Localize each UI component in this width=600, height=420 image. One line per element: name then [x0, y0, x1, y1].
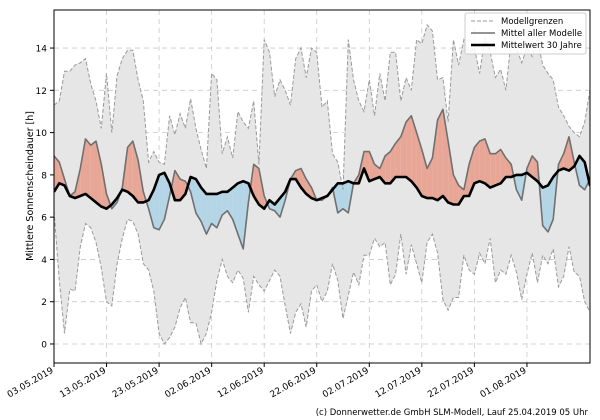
above-normal-fill: [526, 155, 533, 177]
x-tick-label: 13.05.2019: [58, 366, 108, 401]
x-tick-label: 02.06.2019: [164, 366, 214, 401]
above-normal-fill: [369, 151, 375, 182]
above-normal-fill: [474, 141, 480, 184]
x-tick-label: 22.06.2019: [269, 366, 319, 401]
above-normal-fill: [432, 119, 438, 201]
above-normal-fill: [421, 149, 428, 199]
y-tick-label: 6: [41, 214, 47, 224]
y-tick-label: 2: [41, 298, 47, 308]
above-normal-fill: [127, 141, 133, 196]
above-normal-fill: [395, 136, 401, 177]
below-normal-fill: [164, 172, 170, 220]
below-normal-fill: [159, 172, 165, 230]
below-normal-fill: [227, 187, 233, 220]
y-axis-label: Mittlere Sonnenscheindauer [h]: [25, 111, 36, 261]
plot-frame: [53, 9, 591, 364]
y-axis: 0 2 4 6 8 10 12 14: [36, 45, 54, 350]
model-mean-line: [54, 108, 590, 250]
legend-label-climate-mean: Mittelwert 30 Jahre: [501, 41, 582, 51]
x-tick-label: 12.06.2019: [216, 366, 266, 401]
above-normal-fill: [479, 138, 485, 184]
below-normal-fill: [548, 177, 554, 232]
y-tick-label: 10: [36, 129, 48, 139]
above-normal-fill: [96, 141, 102, 207]
below-normal-fill: [216, 191, 223, 228]
below-normal-fill: [516, 174, 522, 201]
x-axis: 03.05.2019 13.05.2019 23.05.2019 02.06.2019…: [6, 363, 529, 400]
y-tick-label: 14: [36, 45, 48, 55]
below-normal-fill: [542, 185, 548, 232]
above-normal-fill: [448, 141, 454, 205]
above-normal-fill: [437, 109, 443, 201]
x-tick-label: 12.07.2019: [374, 366, 424, 401]
x-tick-label: 02.07.2019: [321, 366, 371, 401]
above-normal-fill: [495, 149, 501, 186]
above-normal-fill: [442, 109, 449, 203]
legend: Modellgrenzen Mittel aller Modelle Mitte…: [464, 12, 587, 55]
above-normal-fill: [416, 132, 422, 196]
model-bounds-band: [54, 24, 590, 345]
below-normal-fill: [579, 155, 585, 190]
x-tick-label: 22.07.2019: [426, 366, 476, 401]
above-normal-fill: [364, 151, 370, 182]
below-normal-fill: [190, 177, 196, 213]
y-tick-label: 0: [41, 340, 47, 350]
above-normal-fill: [411, 115, 417, 188]
above-normal-fill: [500, 149, 506, 184]
above-normal-fill: [85, 138, 91, 199]
series-lines: [54, 23, 590, 346]
legend-box: [464, 12, 587, 55]
legend-label-model-bounds: Modellgrenzen: [501, 17, 563, 27]
above-normal-fill: [453, 174, 459, 205]
below-normal-fill: [206, 193, 212, 235]
below-normal-fill: [201, 187, 207, 235]
above-normal-fill: [253, 164, 259, 205]
above-normal-fill: [406, 115, 412, 182]
above-normal-fill: [379, 155, 386, 184]
climate-mean-line: [54, 154, 590, 210]
below-normal-fill: [343, 181, 349, 213]
x-tick-label: 01.08.2019: [479, 366, 529, 401]
legend-label-model-mean: Mittel aller Modelle: [501, 29, 582, 39]
above-normal-fill: [458, 185, 464, 205]
model-bounds-max-line: [54, 23, 590, 190]
above-normal-fill: [390, 143, 396, 184]
above-normal-fill: [295, 168, 301, 188]
below-normal-fill: [211, 193, 217, 228]
below-normal-fill: [337, 183, 343, 213]
above-normal-fill: [490, 153, 496, 188]
x-tick-label: 23.05.2019: [111, 366, 161, 401]
y-tick-label: 8: [41, 171, 47, 181]
y-tick-label: 4: [41, 256, 47, 266]
y-tick-label: 12: [36, 87, 47, 97]
copyright-footer: (c) Donnerwetter.de GmbH SLM-Modell, Lau…: [316, 408, 589, 418]
above-normal-fill: [400, 122, 407, 177]
model-bounds-min-line: [54, 210, 590, 346]
above-normal-fill: [80, 138, 86, 196]
above-normal-fill: [427, 158, 433, 199]
below-normal-fill: [237, 181, 244, 249]
above-normal-fill: [385, 151, 391, 184]
model-bounds-area: [54, 24, 590, 345]
above-normal-fill: [90, 141, 96, 203]
below-normal-fill: [195, 179, 202, 222]
above-normal-fill: [563, 136, 569, 171]
x-tick-label: 03.05.2019: [6, 366, 56, 401]
above-normal-fill: [532, 155, 538, 182]
below-normal-fill: [222, 191, 228, 215]
above-normal-fill: [54, 155, 60, 192]
